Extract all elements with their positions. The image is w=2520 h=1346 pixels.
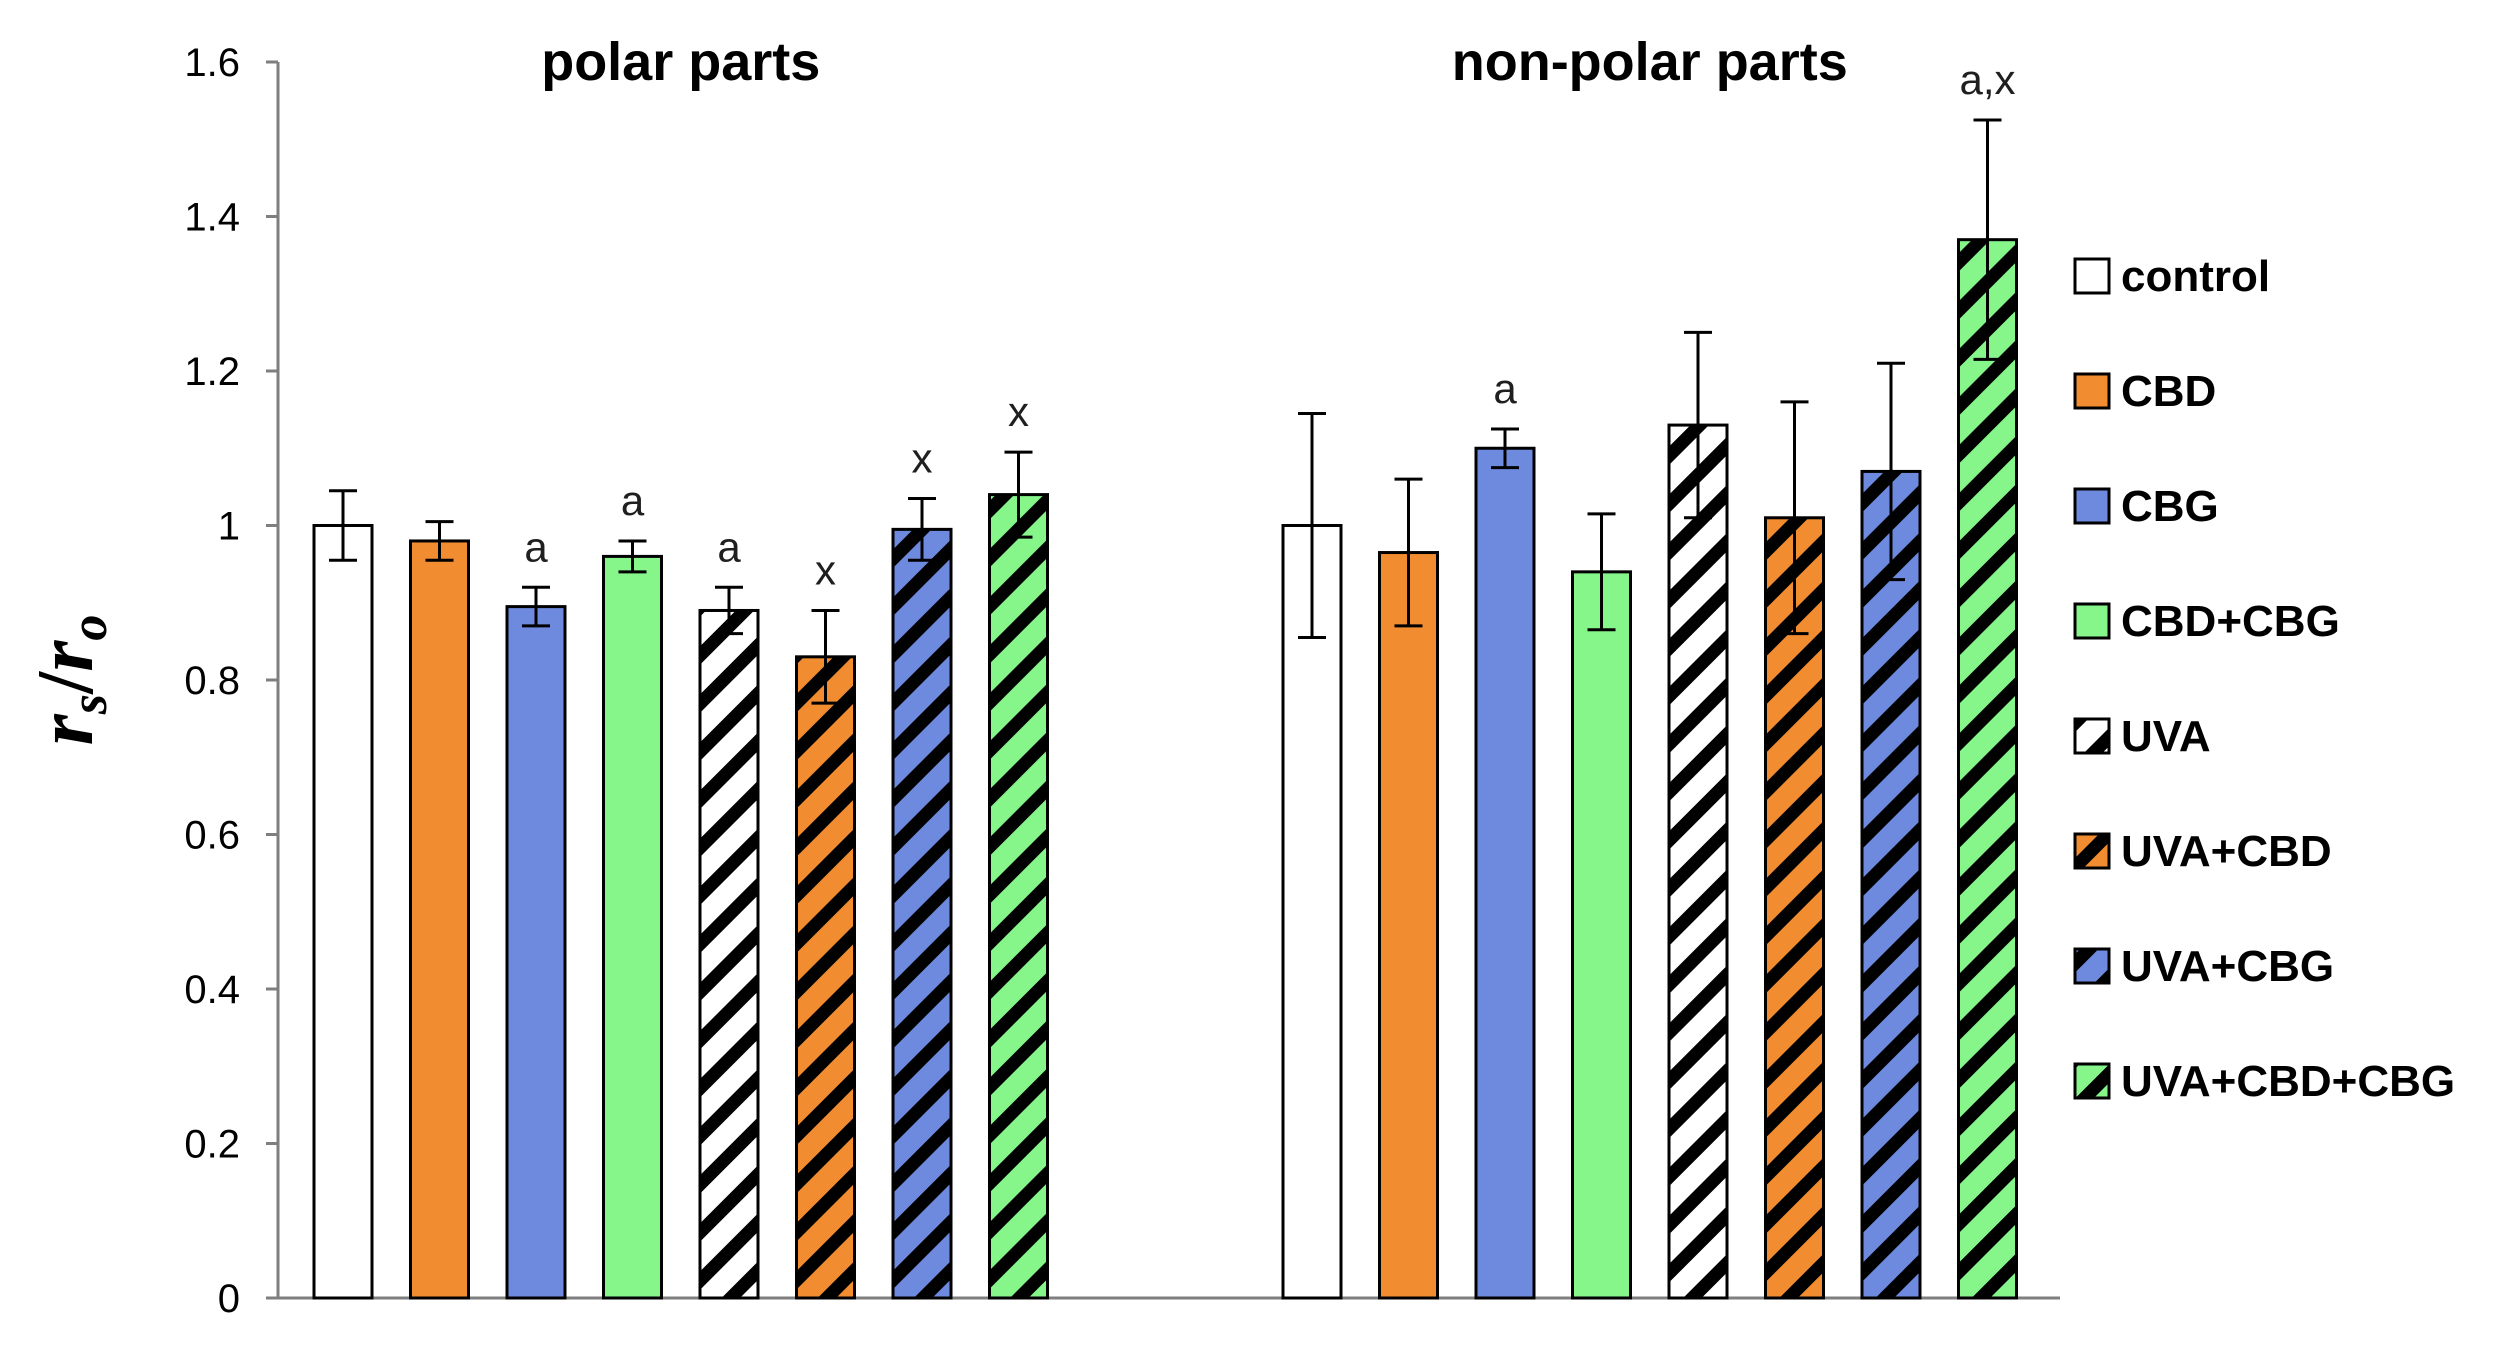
significance-label: x [815,546,836,593]
bar-uva-cbd [795,655,856,1300]
significance-label: a,x [1959,56,2015,103]
bar-uva-cbd [1764,516,1825,1300]
legend-label: CBD+CBG [2121,597,2340,646]
bar-cbd-cbg [602,554,663,1300]
axes: 0 0.2 0.4 0.6 0.8 1 1.2 1.4 1.6 [184,41,2060,1321]
y-tick-label: 0.8 [184,659,240,703]
legend-swatch [2073,1062,2111,1100]
bar-cbd-cbg [1571,570,1632,1300]
bar-cbd [1378,551,1439,1300]
significance-label: a [1493,365,1517,412]
y-axis-label: rs/ro [22,615,118,746]
legend-label: CBG [2121,482,2219,531]
bar-cbg [505,605,567,1300]
group-label: polar parts [541,32,820,92]
legend-label: UVA [2121,712,2211,761]
legend-swatch [2073,947,2111,985]
legend-swatch [2073,602,2111,640]
y-tick-label: 1 [218,505,240,549]
legend-swatch [2073,487,2111,525]
y-tick-label: 1.4 [184,196,240,240]
legend-label: control [2121,252,2270,301]
group-label: non-polar parts [1452,32,1848,92]
bar-uva [1667,423,1729,1300]
y-tick-label: 1.6 [184,41,240,85]
y-tick-label: 1.2 [184,350,240,394]
legend-swatch [2073,717,2111,755]
bar-uva [698,608,760,1300]
legend-label: CBD [2121,367,2216,416]
legend: control CBD CBG CBD+CBG UVA UVA+CBD UVA+CBG UVA… [2073,252,2455,1106]
legend-label: UVA+CBG [2121,942,2334,991]
significance-label: a [717,523,741,570]
y-tick-label: 0.6 [184,814,240,858]
y-tick-label: 0 [218,1277,240,1321]
bar-cbd [409,539,470,1300]
significance-label: a [621,477,645,524]
bar-control [1281,524,1343,1300]
y-tick-label: 0.2 [184,1123,240,1167]
bars: a a a x x x a a,x [312,56,2018,1300]
legend-swatch [2073,832,2111,870]
bar-cbg [1474,446,1536,1300]
legend-label: UVA+CBD [2121,827,2332,876]
legend-label: UVA+CBD+CBG [2121,1057,2455,1106]
bar-uva-cbd-cbg [988,493,1049,1300]
bar-uva-cbg [891,527,953,1300]
bar-uva-cbg [1860,469,1922,1300]
y-axis-title: rs/ro [22,615,118,746]
bar-uva-cbd-cbg [1957,238,2018,1300]
y-tick-label: 0.4 [184,968,240,1012]
group-labels: polar parts non-polar parts [541,32,1848,92]
legend-swatch [2073,257,2111,295]
significance-label: x [912,434,933,481]
significance-label: a [524,523,548,570]
legend-swatch [2073,372,2111,410]
significance-label: x [1008,388,1029,435]
bar-control [312,524,374,1300]
